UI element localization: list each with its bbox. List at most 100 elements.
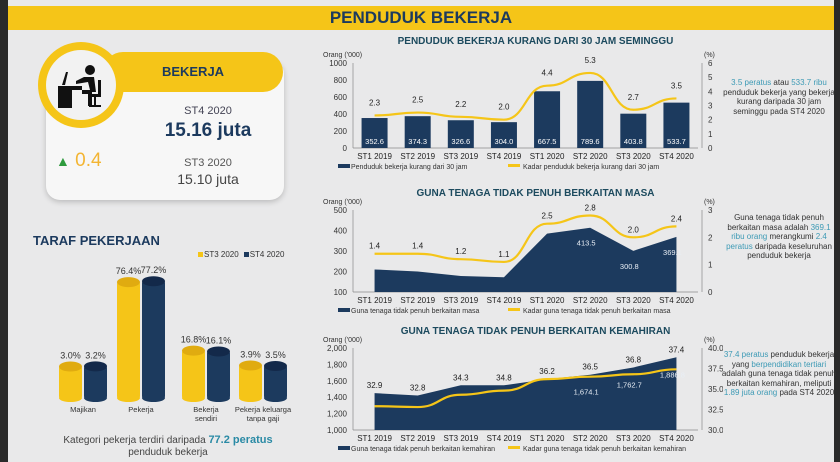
- legend-label: Kadar penduduk bekerja kurang dari 30 ja…: [523, 164, 659, 171]
- y2-tick-label: 5: [708, 73, 713, 82]
- x-tick-label: ST2 2020: [573, 434, 608, 443]
- y2-tick-label: 37.5: [708, 365, 723, 374]
- area-series: [374, 227, 677, 292]
- chart-time-related-underemployment: GUNA TENAGA TIDAK PENUH BERKAITAN MASA Or…: [323, 188, 715, 315]
- legend-label: Kadar guna tenaga tidak penuh berkaitan …: [523, 446, 686, 453]
- line-value-label: 2.7: [628, 93, 640, 102]
- y-tick-label: 2,000: [327, 344, 348, 353]
- y2-tick-label: 1: [708, 130, 713, 139]
- summary-label: BEKERJA: [161, 64, 225, 79]
- note-text: merangkumi: [767, 232, 816, 241]
- line-value-label: 34.3: [453, 373, 469, 382]
- line-value-label: 32.8: [410, 384, 426, 393]
- cylinder-base: [182, 394, 205, 402]
- bar-value-label: 403.8: [624, 137, 643, 146]
- bar: [663, 102, 690, 148]
- cylinder-top: [207, 346, 230, 357]
- line-value-label: 2.2: [455, 100, 467, 109]
- y2-tick-label: 3: [708, 102, 713, 111]
- bar: [620, 113, 647, 148]
- cylinder-base: [84, 394, 107, 402]
- highlight-text: 3.5 peratus: [731, 78, 772, 87]
- x-tick-label: ST3 2019: [443, 152, 478, 161]
- area-value-label: 1,762.7: [617, 380, 642, 389]
- bar-value-label: 533.7: [667, 137, 686, 146]
- y2-axis-label: (%): [704, 52, 715, 59]
- current-value: 15.16 juta: [164, 120, 252, 141]
- data-label: 3.0%: [60, 351, 81, 361]
- data-label: 3.9%: [240, 350, 261, 360]
- data-label: 16.1%: [206, 335, 232, 345]
- y-tick-label: 200: [334, 268, 348, 277]
- y2-axis-label: (%): [704, 199, 715, 206]
- x-tick-label: ST4 2019: [487, 296, 522, 305]
- x-tick-label: ST2 2020: [573, 152, 608, 161]
- area-value-label: 413.5: [577, 239, 596, 248]
- cylinder-top: [239, 360, 262, 371]
- line-value-label: 34.8: [496, 373, 512, 382]
- highlight-text: 37.4 peratus: [723, 350, 769, 359]
- bar-value-label: 352.6: [365, 137, 384, 146]
- x-tick-label: ST3 2020: [616, 152, 651, 161]
- highlight-text: 533.7 ribu: [791, 78, 827, 87]
- y-tick-label: 1000: [329, 59, 347, 68]
- bar: [534, 91, 561, 148]
- y-axis-label: Orang ('000): [323, 52, 362, 59]
- y-tick-label: 500: [334, 206, 348, 215]
- line-value-label: 32.9: [367, 381, 383, 390]
- category-label: Bekerja: [193, 405, 219, 414]
- taraf-legend: ST3 2020 ST4 2020: [198, 250, 284, 259]
- bar: [361, 118, 388, 148]
- x-tick-label: ST1 2020: [530, 296, 565, 305]
- footnote-highlight: 77.2 peratus: [208, 434, 273, 446]
- line-series: [374, 214, 677, 264]
- cylinder-bar: [117, 282, 140, 398]
- bar-value-label: 789.6: [581, 137, 600, 146]
- taraf-chart: 3.0% 3.2% Majikan 76.4% 77.2% Pekerja 16.8% 16.…: [59, 265, 292, 423]
- title-bar: [8, 6, 834, 30]
- infographic: PENDUDUK BEKERJA BEKERJA ST4 2020 15.16 …: [8, 0, 836, 462]
- x-tick-label: ST3 2020: [616, 434, 651, 443]
- legend-swatch: [508, 446, 520, 449]
- note-text: pada ST4 2020: [777, 388, 835, 397]
- cylinder-bar: [142, 281, 165, 398]
- line-value-label: 2.0: [628, 225, 640, 234]
- bar-value-label: 374.3: [408, 137, 427, 146]
- chart-skill-related-underemployment: GUNA TENAGA TIDAK PENUH BERKAITAN KEMAHI…: [323, 326, 723, 453]
- y2-tick-label: 6: [708, 59, 713, 68]
- x-tick-label: ST3 2019: [443, 434, 478, 443]
- data-label: 76.4%: [116, 266, 142, 276]
- line-value-label: 4.4: [542, 69, 554, 78]
- x-tick-label: ST2 2019: [400, 434, 435, 443]
- note-text: daripada keseluruhan penduduk bekerja: [747, 241, 832, 261]
- cylinder-top: [117, 277, 140, 288]
- bar: [447, 120, 474, 148]
- category-label: Pekerja keluarga: [235, 405, 292, 414]
- current-period: ST4 2020: [184, 105, 232, 117]
- x-tick-label: ST1 2019: [357, 434, 392, 443]
- legend-item: ST3 2020: [198, 250, 239, 259]
- cylinder-base: [239, 394, 262, 402]
- y-axis-label: Orang ('000): [323, 337, 362, 344]
- cylinder-top: [142, 276, 165, 287]
- change-value: 0.4: [75, 150, 102, 171]
- y-tick-label: 400: [334, 227, 348, 236]
- cylinder-base: [59, 394, 82, 402]
- y2-tick-label: 2: [708, 233, 713, 242]
- legend-swatch: [508, 164, 520, 167]
- note-text: Guna tenaga tidak penuh berkaitan masa a…: [727, 213, 824, 232]
- y-tick-label: 1,200: [327, 410, 348, 419]
- highlight-text: berpendidikan tertiari: [751, 359, 827, 369]
- y2-tick-label: 0: [708, 288, 713, 297]
- y-tick-label: 600: [334, 93, 348, 102]
- cylinder-base: [117, 394, 140, 402]
- legend-label: Guna tenaga tidak penuh berkaitan kemahi…: [351, 446, 495, 453]
- cylinder-bar: [239, 365, 262, 398]
- y2-tick-label: 40.0: [708, 344, 723, 353]
- legend-label: Kadar guna tenaga tidak penuh berkaitan …: [523, 308, 671, 315]
- x-tick-label: ST4 2019: [487, 152, 522, 161]
- previous-value: 15.10 juta: [177, 171, 239, 187]
- y2-tick-label: 35.0: [708, 385, 723, 394]
- line-value-label: 2.5: [542, 212, 554, 221]
- x-tick-label: ST4 2020: [659, 152, 694, 161]
